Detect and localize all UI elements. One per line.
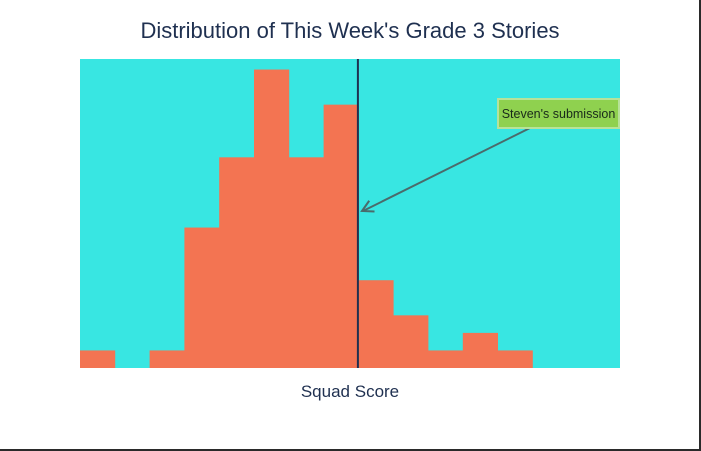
x-axis-label: Squad Score <box>301 382 399 401</box>
histogram-bar <box>358 280 394 368</box>
histogram-bar <box>323 104 359 369</box>
bars-group <box>80 69 533 369</box>
histogram-bar <box>428 350 464 368</box>
annotation-box <box>497 98 620 129</box>
annotation-arrow <box>362 127 531 212</box>
histogram-bar <box>80 350 116 368</box>
histogram-bar <box>184 227 220 368</box>
histogram-bar <box>393 315 429 368</box>
annotation-label: Steven's submission <box>502 107 616 121</box>
arrow-head-icon <box>360 200 375 213</box>
histogram-bar <box>149 350 185 368</box>
histogram-bar <box>288 157 324 368</box>
histogram-bar <box>497 350 533 368</box>
histogram-bar <box>254 69 290 368</box>
chart-title: Distribution of This Week's Grade 3 Stor… <box>140 18 559 43</box>
histogram-bar <box>462 332 498 368</box>
histogram-bar <box>219 157 255 368</box>
